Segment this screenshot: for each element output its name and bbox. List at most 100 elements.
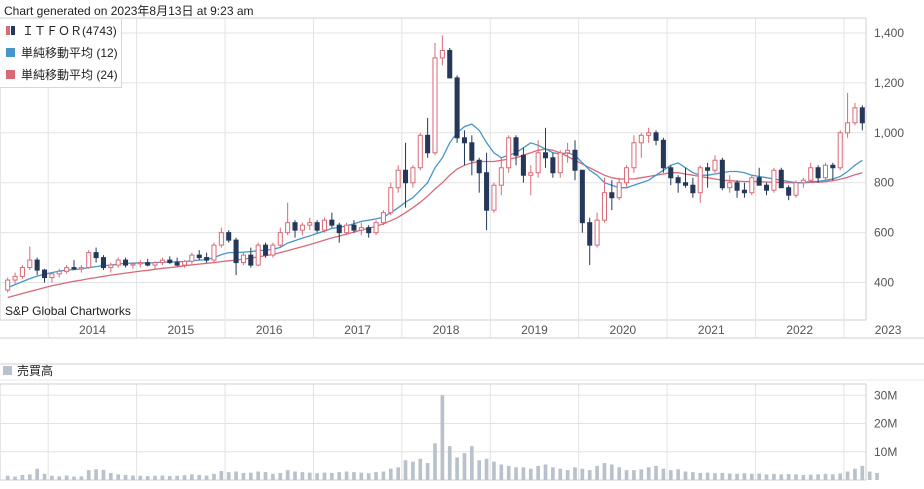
- volume-bar[interactable]: [477, 460, 482, 480]
- volume-bar[interactable]: [823, 473, 828, 480]
- volume-bar[interactable]: [573, 467, 577, 480]
- candle-body[interactable]: [624, 167, 630, 184]
- candle-body[interactable]: [653, 132, 659, 141]
- volume-bar[interactable]: [337, 472, 342, 480]
- volume-bar[interactable]: [639, 469, 644, 480]
- volume-bar[interactable]: [462, 453, 467, 480]
- volume-bar[interactable]: [742, 473, 747, 480]
- candle-body[interactable]: [263, 244, 269, 256]
- volume-bar[interactable]: [860, 465, 865, 480]
- volume-bar[interactable]: [853, 468, 857, 480]
- candle-body[interactable]: [152, 262, 158, 266]
- volume-bar[interactable]: [558, 468, 563, 480]
- candle-body[interactable]: [528, 172, 534, 176]
- volume-bar[interactable]: [234, 471, 238, 480]
- volume-bar[interactable]: [5, 475, 10, 480]
- candle-body[interactable]: [535, 152, 541, 174]
- volume-bar[interactable]: [661, 468, 666, 480]
- candle-body[interactable]: [196, 254, 202, 259]
- volume-bar[interactable]: [307, 472, 312, 480]
- candle-body[interactable]: [609, 192, 615, 199]
- candle-body[interactable]: [380, 212, 386, 224]
- candle-body[interactable]: [344, 224, 350, 234]
- volume-bar[interactable]: [35, 468, 39, 480]
- candle-body[interactable]: [845, 122, 851, 134]
- candle-body[interactable]: [299, 224, 305, 231]
- volume-bar[interactable]: [20, 474, 25, 480]
- candle-body[interactable]: [425, 134, 431, 154]
- volume-bar[interactable]: [455, 457, 459, 480]
- candle-body[interactable]: [321, 219, 328, 231]
- volume-bar[interactable]: [749, 473, 754, 480]
- volume-bar[interactable]: [816, 474, 820, 480]
- candle-body[interactable]: [719, 159, 725, 189]
- candle-body[interactable]: [373, 222, 379, 234]
- volume-bar[interactable]: [676, 469, 680, 480]
- volume-bar[interactable]: [101, 469, 106, 480]
- volume-bar[interactable]: [219, 470, 224, 480]
- volume-bar[interactable]: [396, 467, 401, 480]
- volume-bar[interactable]: [300, 472, 305, 480]
- candle-body[interactable]: [830, 164, 836, 169]
- candle-body[interactable]: [34, 259, 40, 271]
- volume-bar[interactable]: [469, 446, 474, 480]
- volume-bar[interactable]: [691, 472, 695, 480]
- candle-body[interactable]: [100, 257, 106, 269]
- volume-bar[interactable]: [359, 472, 364, 480]
- candle-body[interactable]: [12, 275, 18, 281]
- volume-bar[interactable]: [514, 467, 518, 480]
- volume-bar[interactable]: [779, 474, 784, 480]
- volume-bar[interactable]: [565, 470, 570, 480]
- volume-bar[interactable]: [499, 464, 504, 480]
- volume-bar[interactable]: [646, 467, 651, 480]
- candle-body[interactable]: [594, 219, 600, 246]
- volume-bar[interactable]: [528, 468, 533, 480]
- volume-bar[interactable]: [632, 470, 636, 480]
- candle-body[interactable]: [159, 259, 165, 264]
- volume-bar[interactable]: [867, 471, 872, 480]
- volume-bar[interactable]: [241, 472, 246, 480]
- candle-body[interactable]: [705, 167, 711, 171]
- volume-bar[interactable]: [521, 467, 526, 480]
- candle-body[interactable]: [351, 224, 357, 231]
- candle-body[interactable]: [542, 152, 549, 159]
- legend-item-price[interactable]: ＩＴＦＯＲ(4743): [6, 21, 117, 39]
- volume-bar[interactable]: [381, 471, 386, 480]
- candle-body[interactable]: [336, 224, 342, 234]
- volume-bar[interactable]: [278, 472, 283, 480]
- volume-bar[interactable]: [492, 461, 496, 480]
- candle-body[interactable]: [668, 167, 674, 179]
- candle-body[interactable]: [145, 262, 151, 266]
- candle-body[interactable]: [181, 260, 188, 266]
- candle-body[interactable]: [771, 169, 777, 191]
- volume-bars-layer[interactable]: [5, 395, 879, 480]
- candle-body[interactable]: [565, 149, 571, 154]
- volume-bar[interactable]: [271, 473, 275, 480]
- candle-body[interactable]: [660, 139, 666, 169]
- candle-body[interactable]: [727, 182, 733, 189]
- volume-bar[interactable]: [580, 468, 585, 480]
- candle-body[interactable]: [859, 107, 865, 124]
- candle-body[interactable]: [764, 184, 770, 191]
- volume-bar[interactable]: [175, 475, 179, 480]
- candle-body[interactable]: [550, 157, 556, 174]
- candle-body[interactable]: [513, 137, 519, 156]
- candle-body[interactable]: [690, 184, 696, 194]
- candle-body[interactable]: [822, 164, 829, 179]
- candle-body[interactable]: [815, 167, 821, 179]
- candle-body[interactable]: [601, 192, 607, 221]
- volume-bar[interactable]: [182, 475, 187, 480]
- volume-bar[interactable]: [315, 473, 319, 480]
- volume-bar[interactable]: [204, 475, 209, 480]
- candle-body[interactable]: [712, 159, 718, 171]
- volume-bar[interactable]: [86, 470, 91, 480]
- candle-body[interactable]: [403, 169, 409, 184]
- candle-body[interactable]: [358, 227, 364, 231]
- candle-body[interactable]: [41, 269, 48, 279]
- candle-body[interactable]: [749, 177, 755, 194]
- volume-bar[interactable]: [13, 476, 17, 480]
- volume-bar[interactable]: [433, 443, 437, 480]
- candle-body[interactable]: [78, 267, 84, 270]
- candle-body[interactable]: [270, 244, 276, 256]
- candle-body[interactable]: [388, 187, 394, 214]
